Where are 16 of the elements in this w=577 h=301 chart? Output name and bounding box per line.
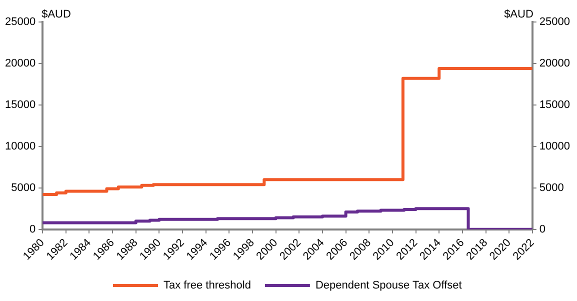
- y-axis-title: $AUD: [42, 8, 71, 21]
- y2-tick-label: 25000: [539, 16, 570, 28]
- y-tick-label: 15000: [4, 98, 36, 111]
- y2-tick-label: 5000: [539, 182, 564, 194]
- y2-tick-label: 20000: [539, 58, 570, 70]
- legend-label: Tax free threshold: [164, 280, 251, 292]
- y-tick-label: 20000: [4, 58, 36, 70]
- y-tick-label: 0: [29, 223, 36, 236]
- y2-tick-label: 0: [539, 223, 546, 236]
- y2-tick-label: 10000: [539, 140, 570, 152]
- y-tick-label: 10000: [4, 140, 36, 152]
- legend-label: Dependent Spouse Tax Offset: [315, 280, 462, 292]
- y-tick-label: 25000: [4, 16, 36, 28]
- y2-tick-label: 15000: [539, 98, 570, 111]
- y-tick-label: 5000: [11, 182, 36, 194]
- y2-axis-title: $AUD: [504, 8, 534, 21]
